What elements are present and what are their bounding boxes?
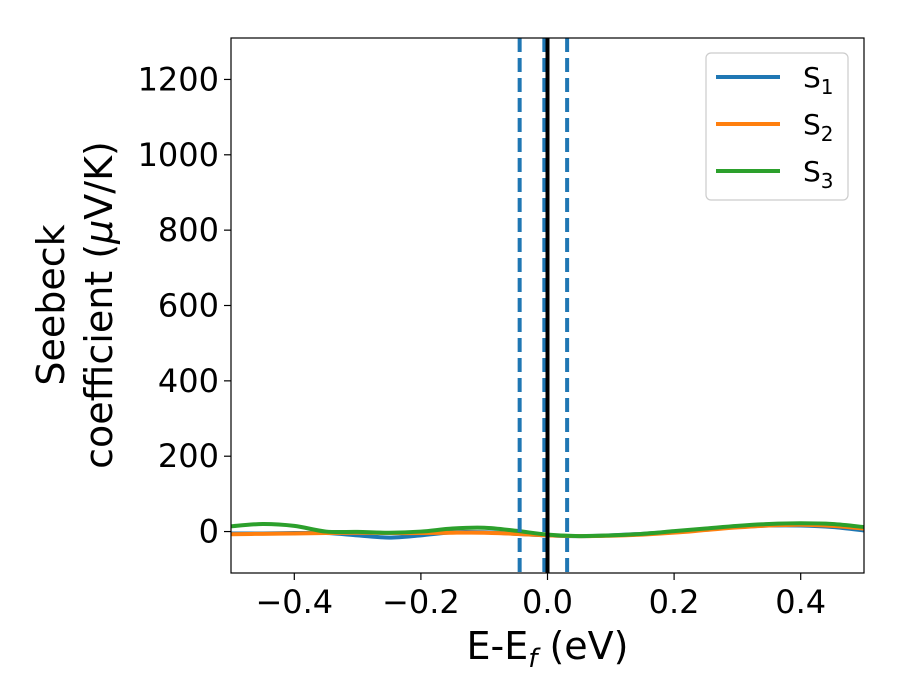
x-tick-label: −0.2 (382, 583, 460, 621)
y-axis: 0 200 400 600 800 1000 1200 (138, 60, 231, 551)
y-tick-label: 200 (158, 437, 219, 475)
x-tick-label: 0.4 (775, 583, 826, 621)
y-tick-label: 400 (158, 362, 219, 400)
x-axis: −0.4 −0.2 0.0 0.2 0.4 (255, 573, 826, 621)
y-axis-title-line2: coefficient (μV/K) (77, 141, 121, 469)
y-tick-label: 600 (158, 287, 219, 325)
x-axis-title: E-Ef (eV) (467, 624, 629, 674)
y-axis-title: Seebeck coefficient (μV/K) (29, 141, 121, 469)
legend-label-s2: S2 (803, 108, 834, 146)
legend-box (705, 52, 849, 201)
y-axis-title-line1: Seebeck (29, 224, 73, 385)
x-tick-label: −0.4 (255, 583, 333, 621)
y-tick-label: 800 (158, 211, 219, 249)
legend-label-s1: S1 (803, 61, 834, 99)
y-tick-label: 1000 (138, 136, 219, 174)
plot-content (231, 38, 864, 573)
y-tick-label: 1200 (138, 60, 219, 98)
x-tick-label: 0.2 (649, 583, 700, 621)
y-tick-label: 0 (199, 513, 219, 551)
x-tick-label: 0.0 (522, 583, 573, 621)
legend: S1 S2 S3 (705, 52, 849, 201)
legend-label-s3: S3 (803, 155, 834, 193)
